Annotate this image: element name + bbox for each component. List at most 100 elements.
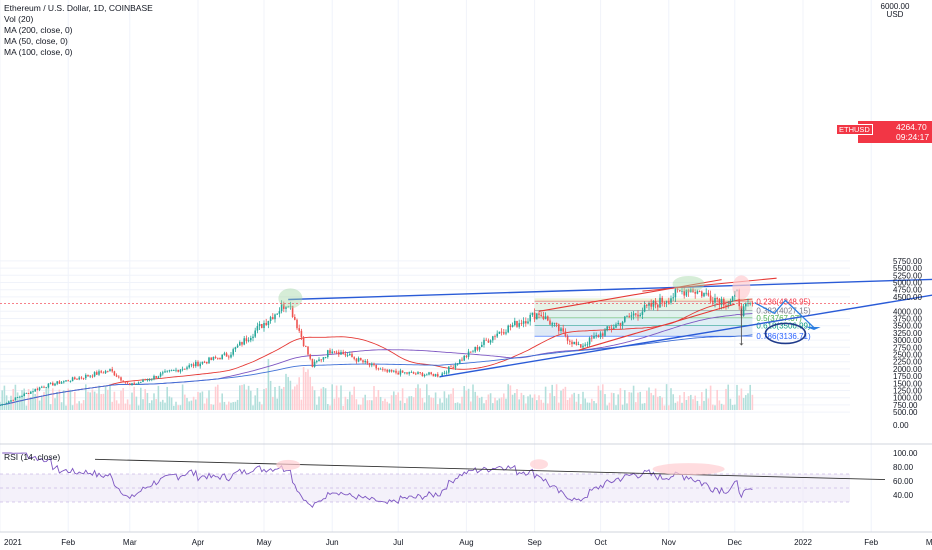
price-tick-label: 750.00 [893,401,918,410]
candle-body [720,298,723,305]
volume-bar [489,393,492,410]
price-tick-label: 3000.00 [893,336,922,345]
candlesticks [0,286,754,407]
ma50-line [0,298,753,406]
rsi-tick-label: 100.00 [893,449,918,458]
candle-body [21,396,23,397]
price-tick-label: 3750.00 [893,315,922,324]
candle-body [478,346,481,350]
candle-body [412,372,415,374]
rsi-legend[interactable]: RSI (14, close) [4,452,61,462]
volume-bar [665,384,668,410]
volume-bar [426,384,428,410]
volume-bar [566,399,569,410]
volume-bar [527,396,529,410]
candle-body [665,301,668,303]
price-tick-label: 1750.00 [893,372,922,381]
volume-bar [91,389,94,410]
volume-bar [720,403,723,410]
volume-bar [698,405,701,410]
candle-body [377,368,380,370]
candle-body [148,379,151,381]
volume-bar [419,388,421,410]
volume-bar [406,398,408,410]
candle-body [393,370,395,372]
volume-bar [146,392,149,410]
volume-bar [657,396,659,410]
candle-body [82,377,85,379]
rsi-highlight [276,459,301,470]
candle-body [397,372,399,375]
volume-bar [221,393,223,410]
candle-body [507,325,509,333]
candle-body [256,326,259,331]
volume-legend[interactable]: Vol (20) [4,14,34,24]
rsi-highlight [652,463,725,476]
candle-body [265,322,267,325]
volume-bar [349,391,351,410]
volume-bar [500,397,503,410]
candle-body [459,359,461,364]
time-tick-label: Feb [864,538,878,547]
volume-bar [239,385,241,410]
ma50-legend[interactable]: MA (50, close, 0) [4,36,68,46]
candle-body [426,374,428,376]
volume-bar [124,403,127,410]
candle-body [184,368,186,370]
volume-bar [562,388,564,410]
volume-bar [113,391,116,410]
candle-body [494,336,496,338]
candle-body [267,320,270,325]
candle-body [0,405,1,407]
candle-body [745,303,747,307]
volume-bar [329,405,331,410]
volume-bar [476,395,479,410]
volume-bar [544,386,547,410]
candle-body [516,320,518,327]
candle-body [12,400,14,402]
candle-body [648,302,650,306]
volume-bar [104,385,107,410]
candle-body [212,356,215,360]
volume-bar [162,399,164,410]
rsi-line [2,452,753,508]
candle-body [357,358,360,362]
fib-zone [534,318,753,326]
volume-bar [120,390,122,410]
candle-body [538,313,540,315]
volume-bar [470,401,472,410]
volume-bar [131,392,133,410]
volume-bar [151,400,153,410]
candle-body [74,377,76,380]
volume-bar [511,394,514,410]
price-tick-label: 4750.00 [893,286,922,295]
volume-bar [258,401,261,410]
candle-body [564,331,567,337]
symbol-badge: ETHUSD [836,124,873,135]
candle-body [729,301,732,305]
candle-body [628,316,630,317]
volume-bar [170,397,173,410]
volume-bar [648,387,650,410]
volume-bar [236,399,239,410]
volume-bar [549,393,551,410]
candle-body [346,355,349,357]
drawing-annotations[interactable] [0,275,932,378]
ma100-legend[interactable]: MA (100, close, 0) [4,47,73,57]
volume-bar [602,384,604,410]
candle-body [120,377,122,381]
candle-body [709,295,712,301]
volume-bar [294,386,296,410]
candle-body [692,289,694,293]
candle-body [349,354,351,356]
volume-bar [529,394,531,410]
ma200-legend[interactable]: MA (200, close, 0) [4,25,73,35]
volume-bar [135,396,138,410]
symbol-title[interactable]: Ethereum / U.S. Dollar, 1D, COINBASE [4,3,153,13]
candle-body [492,336,494,341]
candle-body [245,338,248,342]
candle-body [714,298,716,303]
volume-bar [749,384,751,410]
candle-body [577,344,580,345]
